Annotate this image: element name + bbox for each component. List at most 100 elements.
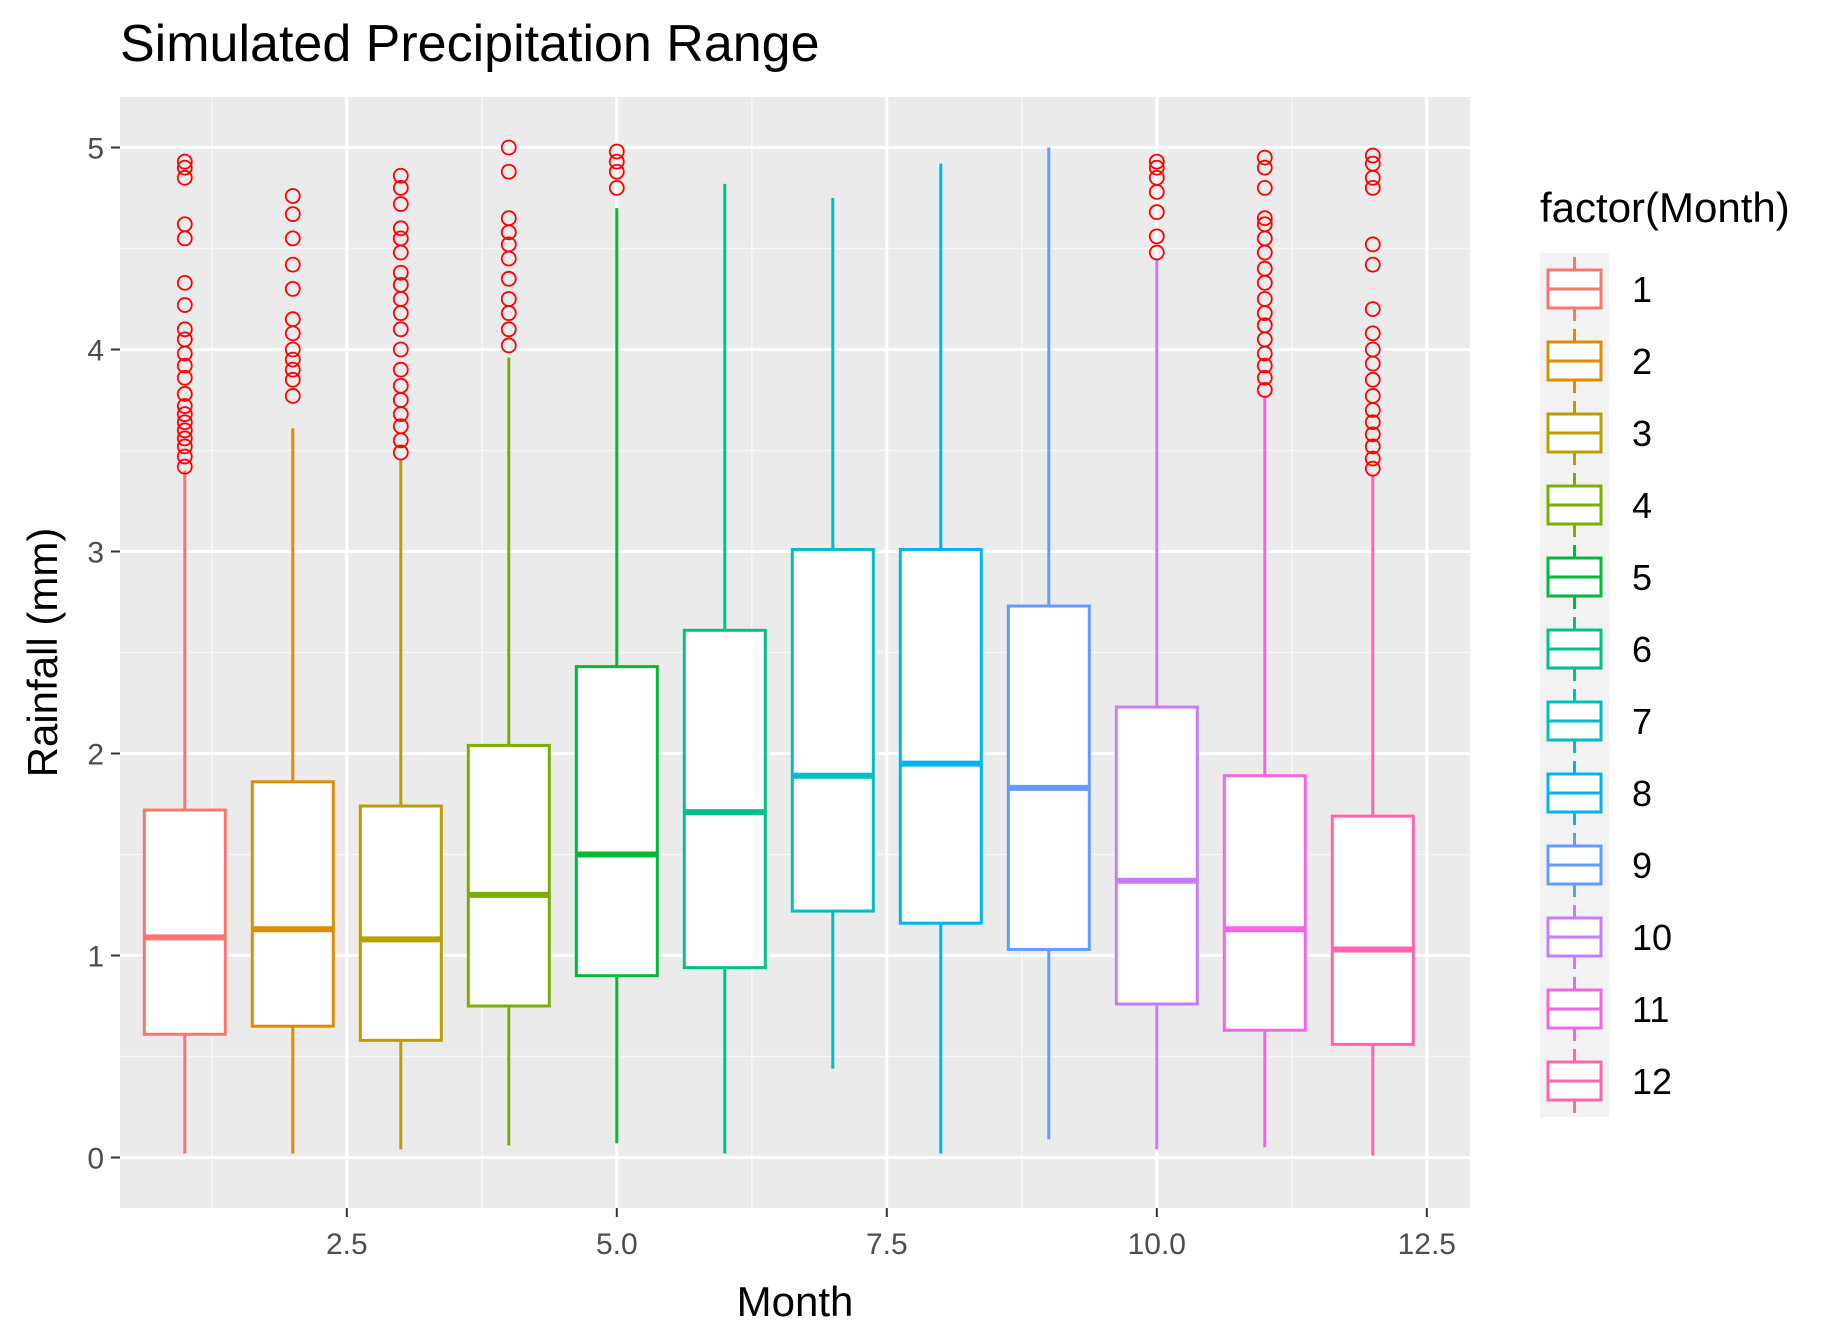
outlier-point bbox=[1364, 426, 1381, 443]
outlier-point bbox=[284, 371, 301, 388]
outlier-point bbox=[1364, 301, 1381, 318]
outlier-point bbox=[392, 220, 409, 237]
legend-item-8: 8 bbox=[1540, 757, 1652, 829]
legend-item-5: 5 bbox=[1540, 541, 1652, 613]
outlier-point bbox=[1364, 438, 1381, 455]
outlier-point bbox=[176, 216, 193, 233]
outlier-point bbox=[392, 377, 409, 394]
x-tick-label: 2.5 bbox=[326, 1228, 368, 1261]
axes: 0 1 2 3 4 5 2.5 5.0 7.5 10.0 12.5 Month Rainfall (mm… bbox=[19, 133, 1456, 1326]
outlier-point bbox=[1256, 149, 1273, 166]
legend-label: 9 bbox=[1632, 845, 1652, 886]
box-month-12 bbox=[1330, 147, 1415, 1156]
box-iqr bbox=[466, 743, 551, 1008]
box-iqr bbox=[358, 804, 443, 1042]
outlier-point bbox=[284, 280, 301, 297]
legend-label: 11 bbox=[1632, 989, 1669, 1030]
outlier-point bbox=[1148, 153, 1165, 170]
box-month-11 bbox=[1222, 149, 1307, 1148]
y-tick-label: 2 bbox=[87, 739, 104, 772]
outlier-point bbox=[500, 236, 517, 253]
box-month-9 bbox=[1006, 147, 1091, 1140]
outlier-point bbox=[1148, 228, 1165, 245]
outlier-point bbox=[1256, 357, 1273, 374]
outlier-point bbox=[608, 163, 625, 180]
y-tick-label: 1 bbox=[87, 941, 104, 974]
legend-item-10: 10 bbox=[1540, 901, 1672, 973]
outlier-point bbox=[1148, 159, 1165, 176]
outlier-point bbox=[392, 276, 409, 293]
outlier-point bbox=[176, 369, 193, 386]
outlier-point bbox=[608, 179, 625, 196]
y-axis-title: Rainfall (mm) bbox=[19, 528, 66, 778]
legend-title: factor(Month) bbox=[1540, 184, 1790, 231]
outlier-point bbox=[1364, 155, 1381, 172]
box-iqr bbox=[574, 665, 659, 978]
y-tick-label: 4 bbox=[87, 335, 104, 368]
outlier-point bbox=[608, 153, 625, 170]
outlier-point bbox=[1364, 414, 1381, 431]
outlier-point bbox=[284, 311, 301, 328]
outlier-point bbox=[1148, 204, 1165, 221]
box-iqr bbox=[682, 628, 767, 970]
box-month-10 bbox=[1114, 153, 1199, 1150]
outlier-point bbox=[1364, 388, 1381, 404]
x-tick-label: 12.5 bbox=[1398, 1228, 1456, 1261]
outlier-point bbox=[608, 143, 625, 160]
box-iqr bbox=[790, 547, 875, 913]
legend-label: 3 bbox=[1632, 413, 1652, 454]
outlier-point bbox=[500, 270, 517, 287]
outlier-point bbox=[1364, 179, 1381, 196]
outlier-point bbox=[392, 321, 409, 338]
box-iqr bbox=[1114, 705, 1199, 1006]
outlier-point bbox=[500, 337, 517, 354]
box-month-1 bbox=[142, 153, 227, 1154]
outlier-point bbox=[500, 321, 517, 338]
outlier-point bbox=[176, 274, 193, 291]
outlier-point bbox=[1148, 169, 1165, 186]
outlier-point bbox=[176, 430, 193, 447]
outlier-point bbox=[176, 458, 193, 475]
box-month-2 bbox=[250, 188, 335, 1154]
outlier-point bbox=[392, 444, 409, 461]
outlier-point bbox=[1256, 216, 1273, 233]
outlier-point bbox=[176, 438, 193, 455]
outlier-point bbox=[1364, 460, 1381, 477]
outlier-point bbox=[176, 159, 193, 176]
outlier-point bbox=[1256, 159, 1273, 176]
outlier-point bbox=[284, 256, 301, 273]
legend-label: 1 bbox=[1632, 269, 1652, 310]
outlier-point bbox=[284, 230, 301, 247]
legend-label: 8 bbox=[1632, 773, 1652, 814]
box-iqr bbox=[1330, 814, 1415, 1046]
x-tick-label: 7.5 bbox=[866, 1228, 908, 1261]
outlier-point bbox=[1256, 381, 1273, 398]
outlier-point bbox=[1256, 179, 1273, 196]
legend-item-4: 4 bbox=[1540, 469, 1652, 541]
outlier-point bbox=[500, 291, 517, 307]
outlier-point bbox=[392, 196, 409, 212]
legend-item-6: 6 bbox=[1540, 613, 1652, 685]
chart-title: Simulated Precipitation Range bbox=[120, 15, 820, 73]
outlier-point bbox=[176, 331, 193, 348]
outlier-point bbox=[500, 210, 517, 227]
outlier-point bbox=[392, 361, 409, 378]
outlier-point bbox=[176, 357, 193, 374]
box-month-7 bbox=[790, 198, 875, 1069]
outlier-point bbox=[392, 264, 409, 281]
outlier-point bbox=[1256, 317, 1273, 334]
legend-label: 6 bbox=[1632, 629, 1652, 670]
outlier-point bbox=[284, 341, 301, 358]
outlier-point bbox=[176, 153, 193, 170]
y-tick-label: 0 bbox=[87, 1143, 104, 1176]
outlier-point bbox=[1256, 291, 1273, 307]
outlier-point bbox=[176, 414, 193, 431]
outlier-point bbox=[176, 297, 193, 313]
outlier-point bbox=[500, 163, 517, 180]
legend-item-1: 1 bbox=[1540, 253, 1652, 325]
outlier-point bbox=[284, 206, 301, 223]
outlier-point bbox=[392, 179, 409, 196]
legend-label: 2 bbox=[1632, 341, 1652, 382]
outlier-point bbox=[1256, 210, 1273, 227]
